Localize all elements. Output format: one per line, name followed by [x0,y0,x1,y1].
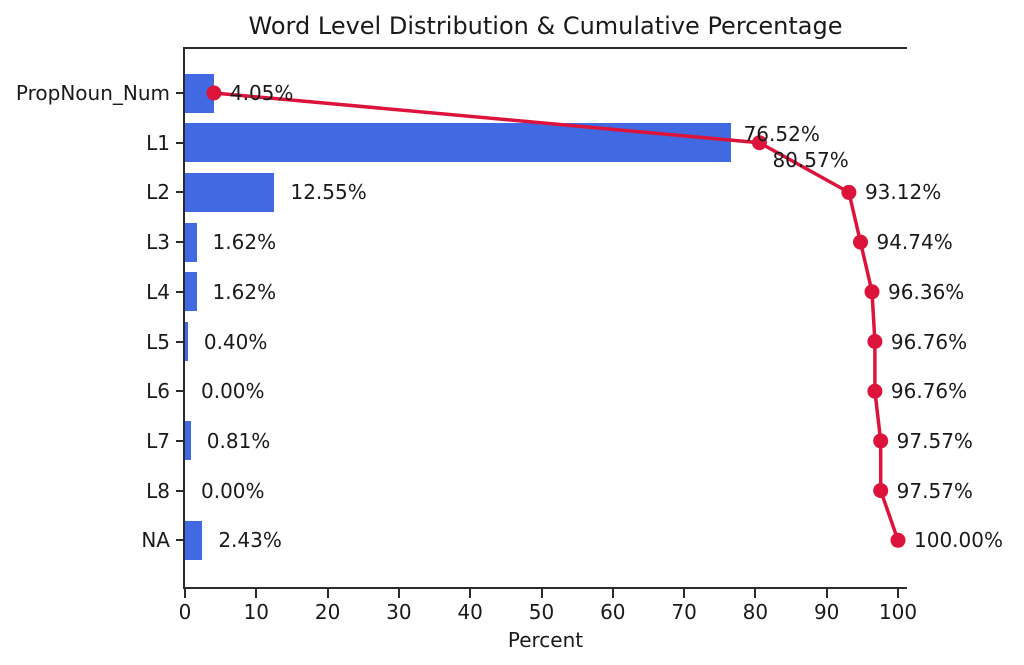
cumulative-point [864,284,880,300]
x-tick-label: 10 [243,600,270,624]
bar [185,272,197,312]
y-tick-label: L1 [146,130,170,155]
bar-value-label: 0.81% [206,428,271,453]
cumulative-point [752,135,767,151]
cumulative-point [206,85,222,101]
cumulative-point [867,334,883,349]
bar-value-label: 0.00% [201,379,265,404]
y-axis-spine [183,47,185,589]
y-tick-mark [176,539,185,542]
x-tick-mark [255,589,258,598]
x-tick-mark [326,589,329,598]
y-tick-label: L2 [146,180,170,205]
x-tick-label: 0 [178,600,192,624]
cumulative-value-label: 96.36% [888,279,965,304]
y-tick-mark [176,141,185,144]
x-axis-title: Percent [507,628,584,652]
x-tick-label: 40 [457,600,483,624]
bar-value-label: 1.62% [212,279,277,304]
bar [185,222,197,262]
x-tick-mark [754,589,757,598]
bar-value-label: 2.43% [218,528,282,553]
y-tick-label: L7 [146,428,170,453]
cumulative-value-label: 100.00% [914,528,1003,553]
bar-value-label: 76.52% [743,121,820,146]
chart-title: Word Level Distribution & Cumulative Per… [248,12,843,40]
y-tick-mark [176,241,185,244]
y-tick-label: L3 [146,230,170,255]
bar-value-label: 1.62% [212,230,277,255]
x-tick-label: 60 [600,600,626,624]
y-tick-label: L4 [146,279,170,304]
bar [185,123,731,163]
x-tick-label: 100 [878,600,918,624]
cumulative-value-label: 96.76% [890,379,968,404]
y-tick-mark [176,191,185,194]
x-tick-label: 80 [742,600,769,624]
y-tick-label: L6 [146,379,170,404]
x-tick-mark [683,589,686,598]
cumulative-value-label: 94.74% [876,230,953,255]
x-tick-label: 90 [813,600,840,624]
bar [185,421,191,461]
cumulative-point [867,383,883,399]
cumulative-line-layer [206,85,906,548]
y-tick-label: L5 [146,329,170,354]
cumulative-line [213,91,900,541]
x-tick-mark [184,589,186,598]
cumulative-value-label: 80.57% [772,147,849,172]
x-axis-spine [183,587,907,589]
y-tick-label: PropNoun_Num [15,81,170,105]
bar [185,172,275,212]
top-spine [183,47,907,49]
bar-value-label: 12.55% [290,180,367,205]
cumulative-point [890,532,906,548]
bar-value-label: 0.00% [201,478,265,503]
y-tick-mark [176,390,185,393]
cumulative-value-label: 96.76% [890,329,968,354]
cumulative-point [873,433,889,449]
cumulative-value-label: 93.12% [864,180,942,205]
y-tick-label: NA [141,528,170,553]
x-tick-mark [540,589,543,598]
cumulative-value-label: 97.57% [896,428,973,453]
y-tick-mark [176,439,185,442]
x-tick-mark [825,589,828,598]
bar [185,322,188,361]
y-tick-mark [176,340,185,343]
y-tick-mark [176,290,185,293]
y-tick-label: L8 [146,478,170,503]
y-tick-mark [176,92,185,94]
x-tick-label: 30 [386,600,412,624]
bar-value-label: 4.05% [229,81,294,105]
x-tick-mark [397,589,400,598]
x-tick-mark [897,589,899,598]
bar [185,520,203,560]
x-tick-mark [611,589,614,598]
x-tick-label: 20 [314,600,341,624]
y-tick-mark [176,489,185,492]
cumulative-point [841,184,857,200]
x-tick-mark [469,589,472,598]
x-tick-label: 70 [671,600,697,624]
bar-value-label: 0.40% [203,329,268,354]
x-tick-label: 50 [528,600,555,624]
cumulative-value-label: 97.57% [896,478,973,503]
cumulative-point [873,483,889,499]
cumulative-point [853,234,868,250]
